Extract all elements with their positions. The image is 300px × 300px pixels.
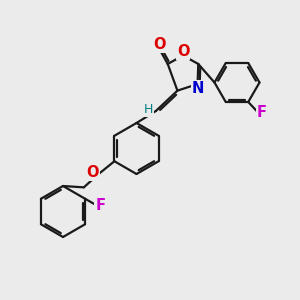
- Text: N: N: [192, 81, 204, 96]
- Text: F: F: [257, 105, 267, 120]
- Text: O: O: [177, 44, 189, 59]
- Text: F: F: [95, 199, 105, 214]
- Text: O: O: [153, 37, 165, 52]
- Text: O: O: [86, 165, 98, 180]
- Text: H: H: [143, 103, 153, 116]
